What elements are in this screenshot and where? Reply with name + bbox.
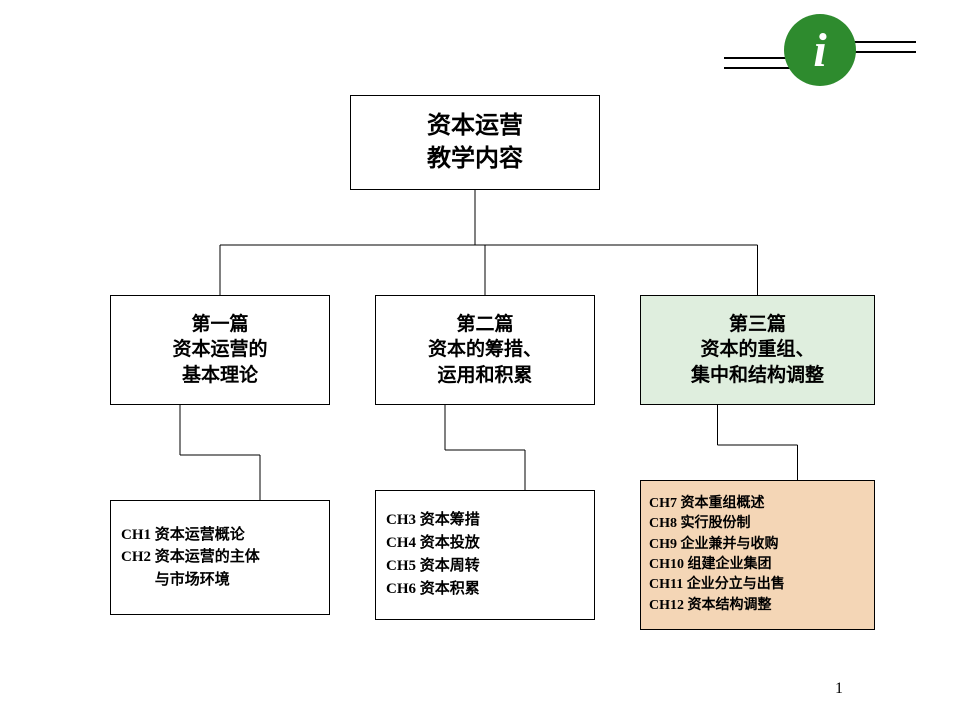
- root-node: 资本运营教学内容: [350, 95, 600, 190]
- text-line: 集中和结构调整: [691, 363, 824, 389]
- text-line: CH9 企业兼并与收购: [649, 535, 779, 555]
- text-line: 与市场环境: [121, 569, 230, 592]
- text-line: CH8 实行股份制: [649, 514, 751, 534]
- text-line: CH1 资本运营概论: [121, 524, 245, 547]
- section-2-chapters: CH3 资本筹措CH4 资本投放CH5 资本周转CH6 资本积累: [375, 490, 595, 620]
- text-line: 第一篇: [191, 312, 248, 338]
- text-line: CH11 企业分立与出售: [649, 575, 785, 595]
- section-2-node: 第二篇资本的筹措、运用和积累: [375, 295, 595, 405]
- diagram-stage: { "type": "tree", "background_color": "#…: [0, 0, 960, 720]
- svg-text:i: i: [813, 24, 827, 77]
- section-1-node: 第一篇资本运营的基本理论: [110, 295, 330, 405]
- text-line: CH4 资本投放: [386, 532, 480, 555]
- text-line: CH10 组建企业集团: [649, 555, 772, 575]
- page-number: 1: [835, 680, 843, 698]
- text-line: 第三篇: [729, 312, 786, 338]
- section-3-node: 第三篇资本的重组、集中和结构调整: [640, 295, 875, 405]
- text-line: 资本运营的: [172, 337, 267, 363]
- info-icon: i: [724, 4, 916, 116]
- section-1-chapters: CH1 资本运营概论CH2 资本运营的主体 与市场环境: [110, 500, 330, 615]
- text-line: 资本运营: [427, 110, 523, 142]
- section-3-chapters: CH7 资本重组概述CH8 实行股份制CH9 企业兼并与收购CH10 组建企业集…: [640, 480, 875, 630]
- text-line: 运用和积累: [437, 363, 532, 389]
- text-line: 基本理论: [182, 363, 258, 389]
- text-line: CH12 资本结构调整: [649, 596, 772, 616]
- text-line: 第二篇: [456, 312, 513, 338]
- text-line: CH7 资本重组概述: [649, 494, 765, 514]
- text-line: 资本的筹措、: [428, 337, 542, 363]
- text-line: CH2 资本运营的主体: [121, 546, 260, 569]
- text-line: 教学内容: [427, 143, 523, 175]
- text-line: 资本的重组、: [700, 337, 814, 363]
- text-line: CH5 资本周转: [386, 555, 480, 578]
- text-line: CH6 资本积累: [386, 578, 480, 601]
- text-line: CH3 资本筹措: [386, 509, 480, 532]
